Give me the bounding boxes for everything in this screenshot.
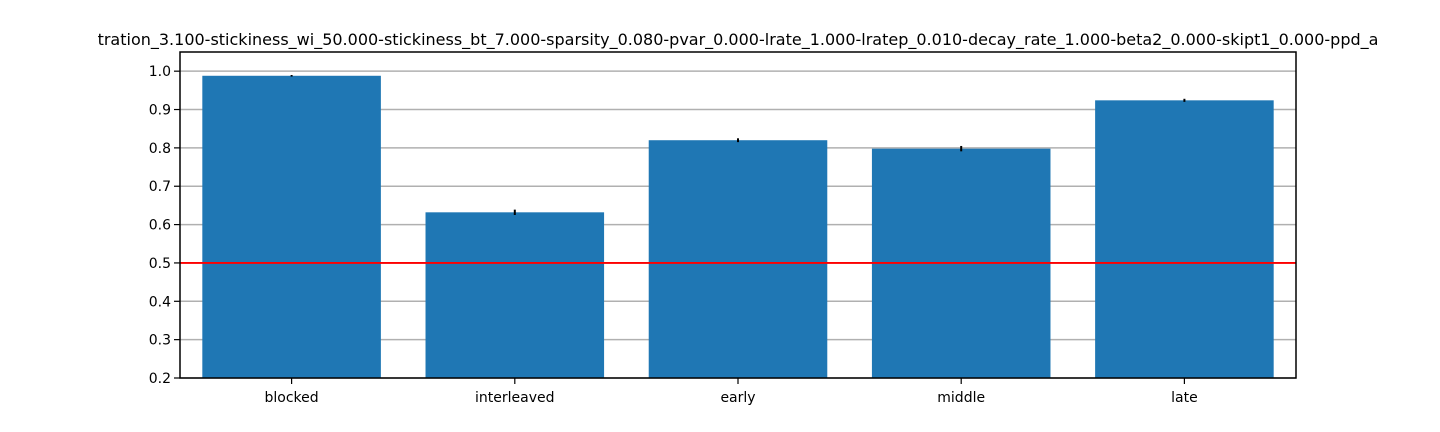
x-tick-label-middle: middle bbox=[937, 390, 985, 406]
error-bars-group bbox=[290, 75, 1186, 215]
bars-group bbox=[202, 75, 1274, 379]
y-tick-label: 0.6 bbox=[149, 218, 171, 234]
bar-blocked bbox=[202, 75, 381, 379]
bar-late bbox=[1095, 100, 1274, 378]
y-tick-label: 1.0 bbox=[149, 64, 171, 80]
bar-early bbox=[648, 140, 828, 378]
bar-interleaved bbox=[425, 212, 605, 378]
chart-title: tration_3.100-stickiness_wi_50.000-stick… bbox=[98, 30, 1379, 50]
y-tick-label: 0.7 bbox=[149, 179, 171, 195]
y-tick-label: 0.4 bbox=[149, 294, 171, 310]
x-tick-label-blocked: blocked bbox=[265, 390, 319, 406]
y-tick-label: 0.3 bbox=[149, 333, 171, 349]
y-axis: 0.2 0.3 0.4 0.5 0.6 0.7 0.8 0.9 1.0 bbox=[149, 64, 180, 387]
x-tick-label-late: late bbox=[1171, 390, 1198, 406]
x-tick-label-interleaved: interleaved bbox=[475, 390, 555, 406]
y-tick-label: 0.8 bbox=[149, 141, 171, 157]
x-tick-label-early: early bbox=[720, 390, 755, 406]
y-tick-label: 0.5 bbox=[149, 256, 171, 272]
x-axis: blocked interleaved early middle late bbox=[265, 378, 1198, 406]
y-tick-label: 0.9 bbox=[149, 103, 171, 119]
y-tick-label: 0.2 bbox=[149, 371, 171, 387]
